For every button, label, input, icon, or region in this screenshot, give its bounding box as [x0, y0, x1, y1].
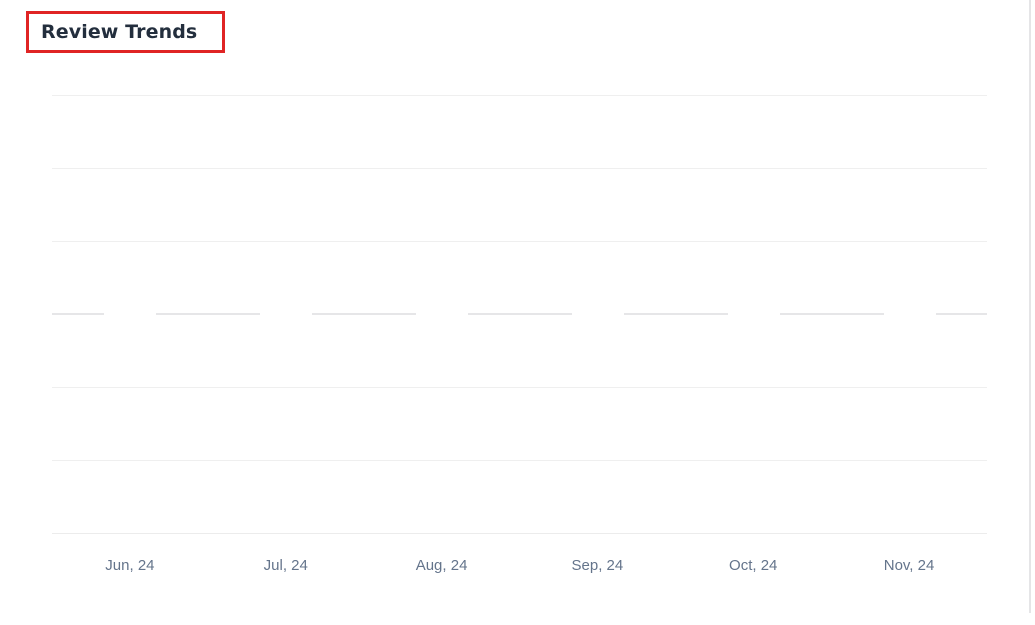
x-tick-label: Jun, 24: [105, 557, 155, 574]
x-tick-label: Nov, 24: [883, 557, 935, 574]
x-axis-line: [52, 533, 987, 534]
chart-plot-area: [52, 95, 987, 534]
gridline: [52, 240, 987, 242]
x-tick-label: Oct, 24: [729, 557, 778, 574]
card-right-border: [1029, 0, 1031, 613]
gridline: [52, 95, 987, 96]
chart-title: Review Trends: [41, 21, 198, 43]
title-annotation-box: Review Trends: [26, 11, 225, 53]
x-tick-label: Aug, 24: [415, 557, 468, 574]
gridline: [52, 168, 987, 169]
x-axis: Jun, 24 Jul, 24 Aug, 24 Sep, 24 Oct, 24 Nov, …: [52, 556, 987, 576]
zero-dashed-line: [52, 313, 987, 315]
x-tick-label: Sep, 24: [571, 557, 624, 574]
gridline: [52, 387, 987, 388]
x-tick-label: Jul, 24: [263, 557, 308, 574]
gridline: [52, 459, 987, 461]
